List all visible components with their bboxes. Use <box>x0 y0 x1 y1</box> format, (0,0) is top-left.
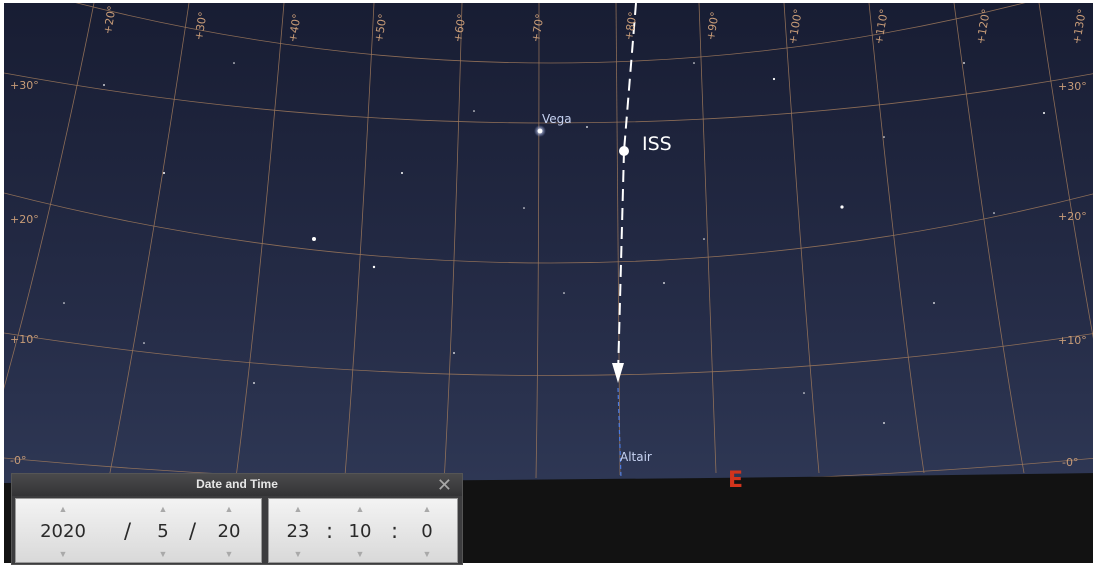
iss-label[interactable]: ISS <box>642 133 672 155</box>
date-separator: / <box>189 519 197 543</box>
month-up-arrow-icon[interactable]: ▲ <box>158 504 168 514</box>
minute-up-arrow-icon[interactable]: ▲ <box>355 504 365 514</box>
year-up-arrow-icon[interactable]: ▲ <box>58 504 68 514</box>
star-field <box>63 62 1045 424</box>
grid-label-left: -0° <box>10 454 27 467</box>
minute-spinner[interactable]: ▲ 10 ▼ <box>341 499 379 562</box>
grid-label-right: +20° <box>1058 210 1087 223</box>
date-spinners: ▲ 2020 ▼ / ▲ 5 ▼ / ▲ 20 ▼ <box>15 498 262 563</box>
second-value[interactable]: 0 <box>421 521 433 542</box>
day-down-arrow-icon[interactable]: ▼ <box>224 549 234 559</box>
grid-label-left: +10° <box>10 333 39 346</box>
hour-value[interactable]: 23 <box>286 521 310 542</box>
grid-label-left: +30° <box>10 79 39 92</box>
iss-track-upper <box>623 3 637 152</box>
iss-marker <box>619 146 629 156</box>
minute-down-arrow-icon[interactable]: ▼ <box>355 549 365 559</box>
grid-label-left: +20° <box>10 213 39 226</box>
time-separator: : <box>391 519 399 543</box>
time-separator: : <box>326 519 334 543</box>
bright-star <box>312 237 316 241</box>
grid-label-right: +30° <box>1058 80 1087 93</box>
year-down-arrow-icon[interactable]: ▼ <box>58 549 68 559</box>
day-up-arrow-icon[interactable]: ▲ <box>224 504 234 514</box>
altair-label[interactable]: Altair <box>620 450 652 464</box>
month-value[interactable]: 5 <box>157 521 169 542</box>
second-spinner[interactable]: ▲ 0 ▼ <box>409 499 445 562</box>
hour-down-arrow-icon[interactable]: ▼ <box>293 549 303 559</box>
day-value[interactable]: 20 <box>217 521 241 542</box>
hour-up-arrow-icon[interactable]: ▲ <box>293 504 303 514</box>
sky-background <box>4 3 1093 563</box>
day-spinner[interactable]: ▲ 20 ▼ <box>211 499 247 562</box>
month-spinner[interactable]: ▲ 5 ▼ <box>146 499 180 562</box>
altitude-grid <box>4 3 1093 484</box>
date-separator: / <box>124 519 132 543</box>
date-time-dialog: Date and Time ✕ ▲ 2020 ▼ / ▲ 5 ▼ / ▲ 20 … <box>11 473 463 565</box>
vega-label[interactable]: Vega <box>542 112 572 126</box>
iss-direction-arrow <box>612 363 624 383</box>
dialog-title: Date and Time <box>196 477 278 491</box>
cardinal-east-label: E <box>728 468 744 493</box>
dialog-titlebar[interactable]: Date and Time ✕ <box>12 474 462 496</box>
time-spinners: ▲ 23 ▼ : ▲ 10 ▼ : ▲ 0 ▼ <box>268 498 458 563</box>
grid-label-right: -0° <box>1062 456 1079 469</box>
hour-spinner[interactable]: ▲ 23 ▼ <box>279 499 317 562</box>
iss-shadow-track <box>617 387 622 479</box>
month-down-arrow-icon[interactable]: ▼ <box>158 549 168 559</box>
azimuth-grid <box>4 3 1093 504</box>
minute-value[interactable]: 10 <box>348 521 372 542</box>
second-up-arrow-icon[interactable]: ▲ <box>422 504 432 514</box>
close-icon[interactable]: ✕ <box>436 475 452 495</box>
second-down-arrow-icon[interactable]: ▼ <box>422 549 432 559</box>
grid-label-right: +10° <box>1058 334 1087 347</box>
year-spinner[interactable]: ▲ 2020 ▼ <box>28 499 98 562</box>
year-value[interactable]: 2020 <box>40 521 86 542</box>
